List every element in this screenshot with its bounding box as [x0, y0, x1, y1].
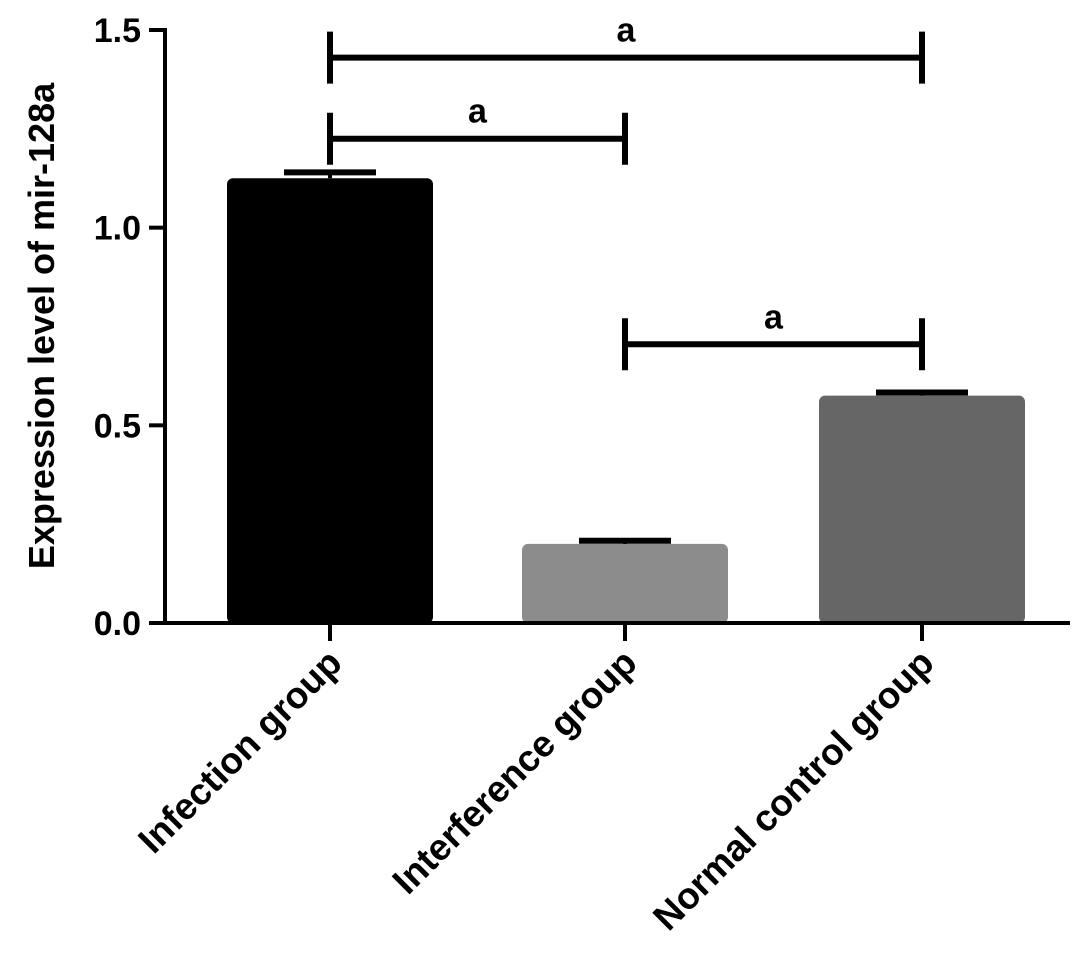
plot-area: 0.0 0.5 1.0 1.5 Infection group Interference …: [94, 12, 1070, 938]
y-tick-label: 0.0: [94, 605, 141, 643]
significance-label: a: [617, 12, 637, 50]
x-category-label: Interference group: [385, 642, 645, 902]
y-tick-label: 1.5: [94, 12, 141, 50]
significance-label: a: [468, 93, 488, 131]
bar-1: [522, 543, 728, 623]
y-tick-label: 1.0: [94, 210, 141, 248]
y-axis-label: Expression level of mir-128a: [21, 82, 62, 569]
bar-0: [227, 178, 433, 623]
significance-label: a: [764, 298, 784, 336]
x-category-label: Infection group: [130, 642, 349, 861]
x-category-label: Normal control group: [645, 642, 941, 938]
bar-2: [819, 395, 1025, 623]
y-tick-label: 0.5: [94, 407, 141, 445]
